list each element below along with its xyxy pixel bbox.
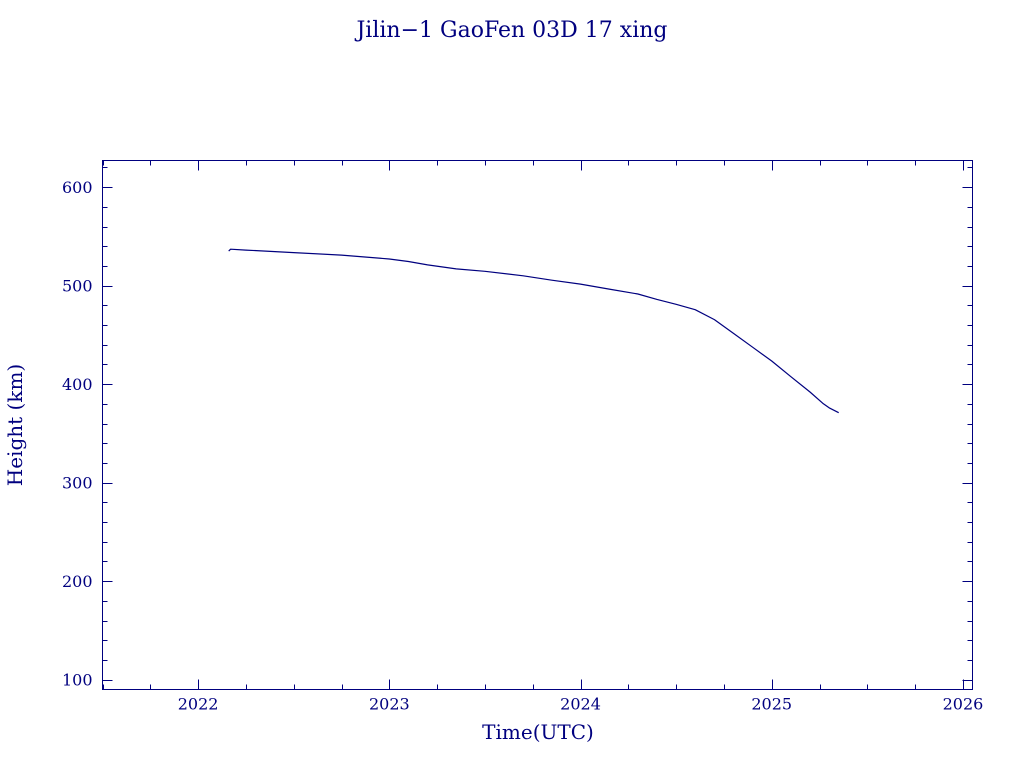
y-tick-label: 200 — [62, 572, 93, 591]
chart-title: Jilin−1 GaoFen 03D 17 xing — [354, 18, 667, 43]
y-tick-label: 100 — [62, 671, 93, 690]
height-series-line — [228, 248, 839, 414]
x-tick-label: 2025 — [751, 695, 792, 714]
x-tick-label: 2024 — [560, 695, 601, 714]
tick-labels: 2022 2023 2024 2025 2026 100 200 300 400 500 600 — [62, 178, 983, 713]
tick-marks — [102, 160, 973, 690]
y-tick-label: 400 — [62, 375, 93, 394]
x-tick-label: 2023 — [369, 695, 410, 714]
x-tick-label: 2022 — [178, 695, 219, 714]
y-tick-label: 500 — [62, 277, 93, 296]
series-layer — [228, 248, 839, 414]
x-tick-label: 2026 — [943, 695, 984, 714]
y-axis-title: Height (km) — [3, 364, 27, 486]
y-tick-label: 300 — [62, 474, 93, 493]
y-tick-label: 600 — [62, 178, 93, 197]
x-axis-title: Time(UTC) — [482, 720, 594, 744]
